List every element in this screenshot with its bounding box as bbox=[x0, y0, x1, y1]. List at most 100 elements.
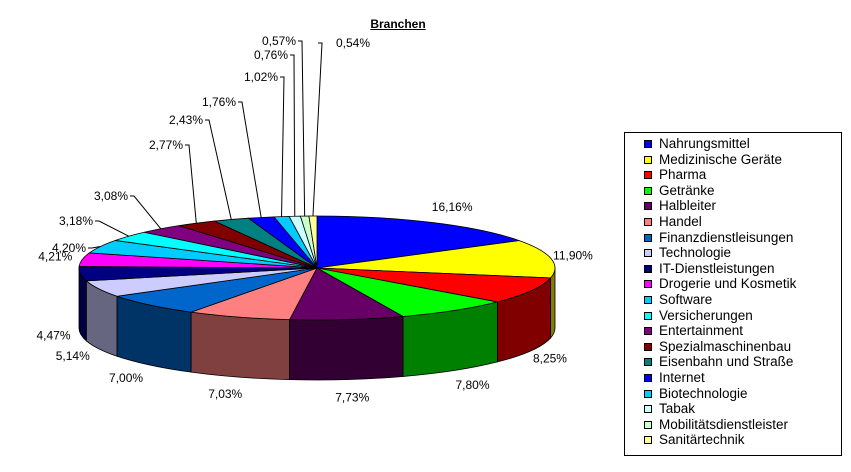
leader-line-14 bbox=[205, 119, 232, 220]
legend-swatch-3 bbox=[644, 186, 652, 195]
leader-line-10 bbox=[88, 245, 101, 249]
legend-label-5: Handel bbox=[659, 213, 702, 229]
legend-swatch-5 bbox=[644, 217, 652, 226]
legend-label-8: IT-Dienstleistungen bbox=[659, 260, 775, 276]
pie-data-label-0: 16,16% bbox=[432, 200, 473, 214]
pie-data-label-7: 5,14% bbox=[56, 349, 90, 363]
pie-slice-3 bbox=[316, 267, 498, 317]
legend-item-7: Technologie bbox=[644, 245, 841, 261]
pie-data-label-5: 7,03% bbox=[208, 387, 242, 401]
pie-slice-6 bbox=[116, 267, 318, 313]
pie-data-label-11: 3,18% bbox=[59, 214, 93, 228]
legend-swatch-15 bbox=[644, 373, 652, 382]
leader-line-19 bbox=[312, 42, 323, 217]
legend-swatch-17 bbox=[644, 405, 652, 414]
leader-line-13 bbox=[185, 144, 197, 224]
chart-legend: Nahrungsmittel Medizinische Geräte Pharma G… bbox=[624, 132, 842, 456]
legend-swatch-0 bbox=[644, 140, 652, 148]
pie-data-label-6: 7,00% bbox=[109, 371, 143, 385]
legend-item-15: Internet bbox=[644, 369, 841, 386]
legend-swatch-18 bbox=[644, 420, 652, 429]
legend-label-15: Internet bbox=[659, 369, 705, 385]
pie-data-label-19: 0,54% bbox=[336, 36, 370, 50]
legend-item-16: Biotechnologie bbox=[644, 385, 841, 402]
legend-item-6: Finanzdienstleisungen bbox=[644, 229, 841, 246]
leader-line-18 bbox=[298, 40, 306, 217]
pie-data-label-17: 0,76% bbox=[254, 48, 288, 62]
legend-item-12: Entertainment bbox=[644, 323, 841, 339]
legend-item-0: Nahrungsmittel bbox=[644, 136, 841, 152]
legend-item-10: Software bbox=[644, 291, 841, 308]
pie-side-5 bbox=[190, 311, 290, 381]
pie-slice-0 bbox=[316, 215, 520, 269]
legend-swatch-8 bbox=[644, 264, 652, 273]
pie-data-label-13: 2,77% bbox=[149, 138, 183, 152]
pie-side-walls bbox=[78, 267, 556, 381]
legend-label-6: Finanzdienstleisungen bbox=[659, 229, 794, 245]
legend-label-17: Tabak bbox=[659, 401, 696, 417]
legend-label-10: Software bbox=[659, 291, 713, 307]
pie-slice-4 bbox=[288, 267, 405, 321]
legend-swatch-7 bbox=[644, 249, 652, 258]
legend-label-1: Medizinische Geräte bbox=[659, 151, 783, 167]
pie-data-labels: 16,16% 11,90% 8,25% 7,80% 7,73% 7,03% 7,00% 5,1… bbox=[36, 34, 593, 404]
legend-item-14: Eisenbahn und Straße bbox=[644, 354, 841, 370]
pie-side-1 bbox=[550, 267, 556, 339]
leader-line-12 bbox=[130, 195, 162, 230]
leader-line-11 bbox=[95, 220, 129, 237]
legend-label-12: Entertainment bbox=[659, 323, 744, 339]
pie-data-label-3: 7,80% bbox=[455, 378, 489, 392]
pie-slice-1 bbox=[316, 240, 556, 279]
legend-item-5: Handel bbox=[644, 213, 841, 230]
legend-swatch-9 bbox=[644, 280, 652, 289]
legend-label-0: Nahrungsmittel bbox=[659, 136, 750, 151]
legend-label-2: Pharma bbox=[659, 167, 707, 183]
legend-label-4: Halbleiter bbox=[659, 198, 717, 214]
leader-line-17 bbox=[290, 54, 296, 217]
leader-line-15 bbox=[238, 101, 262, 218]
legend-item-4: Halbleiter bbox=[644, 198, 841, 214]
legend-item-18: Mobilitätsdienstleister bbox=[644, 416, 841, 433]
pie-data-label-14: 2,43% bbox=[169, 113, 203, 127]
pie-data-label-2: 8,25% bbox=[533, 352, 567, 366]
legend-swatch-12 bbox=[644, 327, 652, 336]
legend-swatch-4 bbox=[644, 202, 652, 211]
pie-top-faces bbox=[78, 215, 556, 321]
pie-data-label-1: 11,90% bbox=[553, 248, 593, 262]
legend-label-16: Biotechnologie bbox=[659, 385, 748, 401]
legend-item-13: Spezialmaschinenbau bbox=[644, 338, 841, 355]
legend-item-1: Medizinische Geräte bbox=[644, 151, 841, 168]
leader-line-16 bbox=[280, 76, 285, 217]
legend-label-13: Spezialmaschinenbau bbox=[659, 338, 792, 354]
legend-swatch-16 bbox=[644, 389, 652, 398]
pie-side-4 bbox=[289, 316, 404, 381]
legend-swatch-13 bbox=[644, 342, 652, 351]
pie-data-label-16: 1,02% bbox=[244, 70, 278, 84]
legend-label-9: Drogerie und Kosmetik bbox=[659, 276, 797, 292]
legend-label-14: Eisenbahn und Straße bbox=[659, 354, 794, 370]
pie-slice-5 bbox=[190, 267, 318, 321]
chart-title: Branchen bbox=[370, 17, 426, 31]
legend-item-2: Pharma bbox=[644, 167, 841, 183]
pie-data-label-8: 4,47% bbox=[36, 329, 70, 343]
legend-label-18: Mobilitätsdienstleister bbox=[659, 416, 789, 432]
legend-swatch-19 bbox=[644, 436, 652, 445]
legend-swatch-14 bbox=[644, 358, 652, 367]
pie-data-label-10: 4,20% bbox=[52, 241, 86, 255]
legend-label-11: Versicherungen bbox=[659, 307, 753, 323]
legend-label-7: Technologie bbox=[659, 245, 732, 261]
legend-swatch-11 bbox=[644, 311, 652, 320]
legend-item-9: Drogerie und Kosmetik bbox=[644, 276, 841, 292]
pie-slice-2 bbox=[316, 267, 552, 303]
legend-label-3: Getränke bbox=[659, 182, 715, 198]
legend-swatch-10 bbox=[644, 295, 652, 304]
pie-data-label-9: 4,21% bbox=[38, 250, 72, 264]
pie-data-label-4: 7,73% bbox=[335, 390, 369, 404]
pie-slice-19 bbox=[308, 215, 318, 269]
legend-item-19: Sanitärtechnik bbox=[644, 432, 841, 448]
legend-swatch-6 bbox=[644, 233, 652, 242]
legend-item-11: Versicherungen bbox=[644, 307, 841, 324]
pie-data-label-15: 1,76% bbox=[202, 95, 236, 109]
legend-item-8: IT-Dienstleistungen bbox=[644, 260, 841, 277]
